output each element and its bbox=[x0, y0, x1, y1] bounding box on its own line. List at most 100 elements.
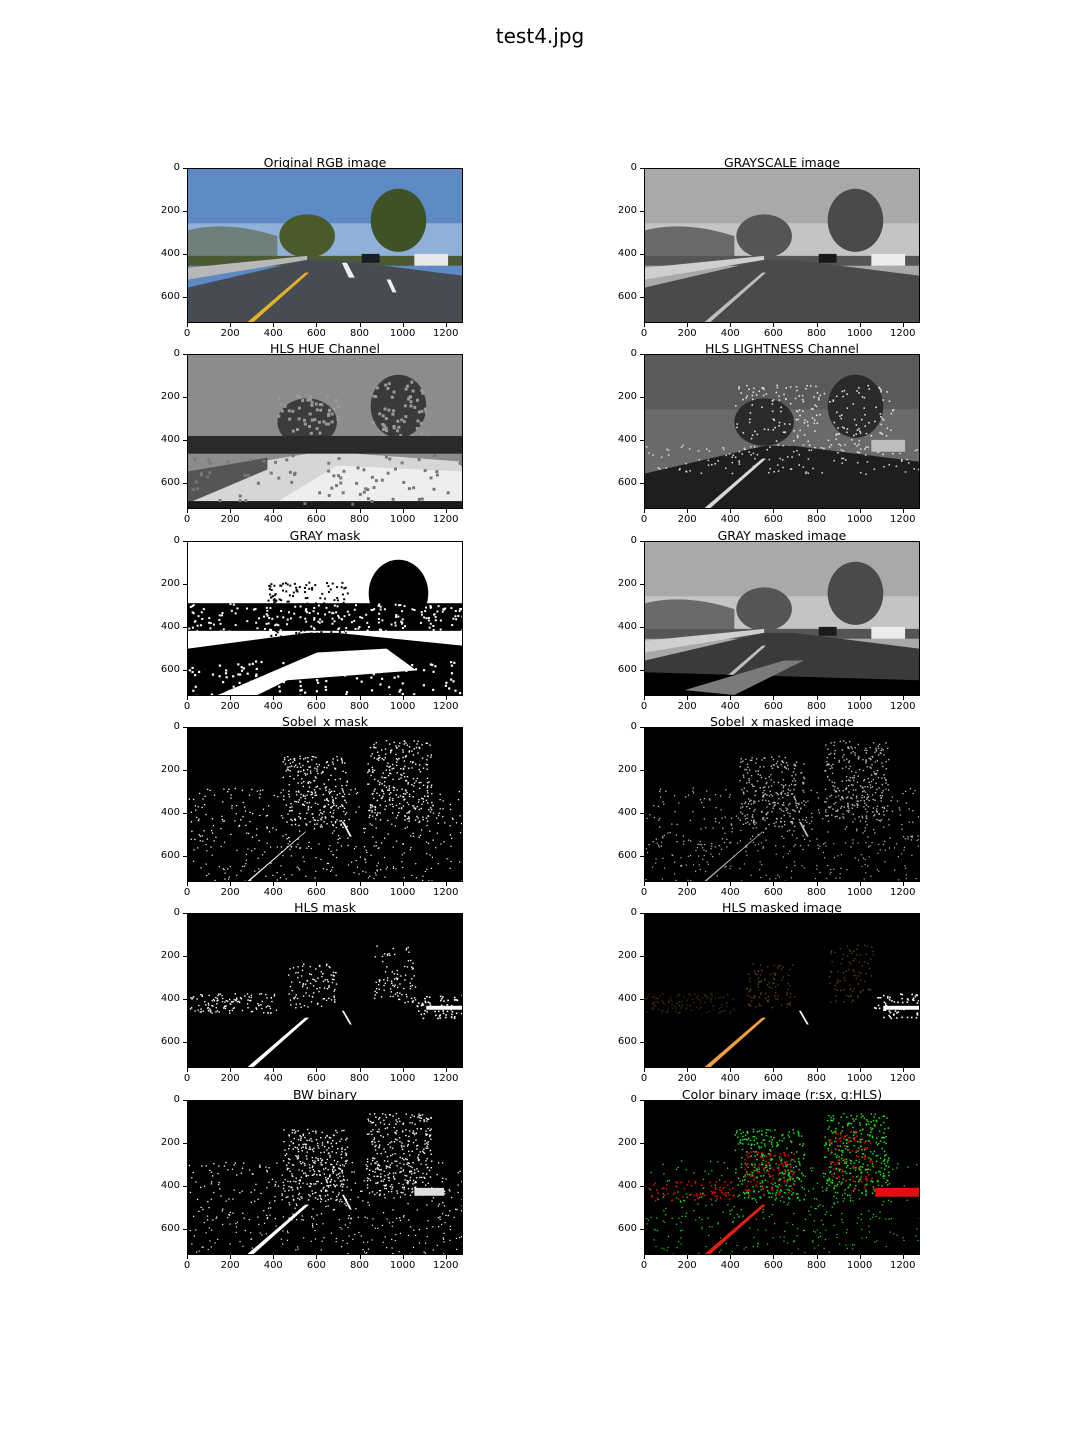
x-tick-label: 400 bbox=[253, 696, 293, 712]
subplot-title: HLS masked image bbox=[722, 900, 842, 915]
subplot-image bbox=[644, 727, 920, 882]
subplot-title: HLS LIGHTNESS Channel bbox=[704, 341, 860, 356]
x-tick-label: 800 bbox=[340, 696, 380, 712]
y-tick-label: 0 bbox=[144, 908, 187, 918]
y-tick-label: 400 bbox=[601, 808, 644, 818]
subplot-title: BW binary bbox=[293, 1087, 357, 1102]
x-tick-label: 0 bbox=[167, 696, 207, 712]
y-tick-label: 0 bbox=[144, 163, 187, 173]
subplot-light: HLS LIGHTNESS Channel 0 200 400 600 0 200 400 60… bbox=[601, 342, 921, 532]
y-tick-label: 200 bbox=[601, 579, 644, 589]
x-tick-label: 200 bbox=[210, 1255, 250, 1271]
y-tick-label: 0 bbox=[144, 349, 187, 359]
y-tick-label: 0 bbox=[144, 1095, 187, 1105]
x-tick-label: 600 bbox=[753, 1255, 793, 1271]
subplot-hlsmask: HLS mask 0 200 400 600 0 200 400 600 800 1000 1200 bbox=[144, 901, 464, 1091]
y-tick-label: 0 bbox=[601, 163, 644, 173]
x-tick-label: 0 bbox=[167, 509, 207, 525]
y-tick-label: 200 bbox=[601, 951, 644, 961]
y-tick-label: 0 bbox=[601, 908, 644, 918]
x-tick-label: 1000 bbox=[840, 882, 880, 898]
y-tick-label: 200 bbox=[601, 1138, 644, 1148]
subplot-title: Sobel_x masked image bbox=[710, 714, 854, 729]
x-tick-label: 200 bbox=[667, 882, 707, 898]
x-tick-label: 1000 bbox=[840, 509, 880, 525]
y-tick-label: 600 bbox=[144, 478, 187, 488]
y-tick-label: 200 bbox=[601, 206, 644, 216]
y-tick-label: 400 bbox=[601, 622, 644, 632]
x-tick-label: 1200 bbox=[426, 696, 466, 712]
x-tick-label: 800 bbox=[797, 323, 837, 339]
y-tick-label: 600 bbox=[144, 851, 187, 861]
x-tick-label: 200 bbox=[667, 696, 707, 712]
subplot-title: Sobel_x mask bbox=[282, 714, 368, 729]
subplot-image bbox=[644, 1100, 920, 1255]
y-tick-label: 0 bbox=[144, 722, 187, 732]
subplot-rgb: Original RGB image 0 200 400 600 0 200 400 600 80… bbox=[144, 156, 464, 346]
x-tick-label: 200 bbox=[667, 323, 707, 339]
y-tick-label: 400 bbox=[601, 435, 644, 445]
y-tick-label: 400 bbox=[144, 435, 187, 445]
subplot-image bbox=[187, 541, 463, 696]
x-tick-label: 0 bbox=[167, 323, 207, 339]
x-tick-label: 800 bbox=[340, 323, 380, 339]
x-tick-label: 600 bbox=[753, 509, 793, 525]
x-tick-label: 600 bbox=[296, 1255, 336, 1271]
y-tick-label: 200 bbox=[144, 951, 187, 961]
y-tick-label: 600 bbox=[601, 1037, 644, 1047]
x-tick-label: 1000 bbox=[383, 696, 423, 712]
x-tick-label: 1200 bbox=[426, 1068, 466, 1084]
subplot-image bbox=[644, 354, 920, 509]
x-tick-label: 1000 bbox=[383, 882, 423, 898]
x-tick-label: 400 bbox=[253, 882, 293, 898]
x-tick-label: 600 bbox=[753, 696, 793, 712]
x-tick-label: 0 bbox=[167, 1255, 207, 1271]
x-tick-label: 1000 bbox=[383, 509, 423, 525]
x-tick-label: 1200 bbox=[426, 882, 466, 898]
x-tick-label: 1200 bbox=[426, 1255, 466, 1271]
x-tick-label: 600 bbox=[296, 509, 336, 525]
x-tick-label: 0 bbox=[167, 1068, 207, 1084]
subplot-image bbox=[644, 913, 920, 1068]
subplot-hlsmasked: HLS masked image 0 200 400 600 0 200 400 600 800 1… bbox=[601, 901, 921, 1091]
x-tick-label: 0 bbox=[167, 882, 207, 898]
x-tick-label: 600 bbox=[753, 882, 793, 898]
x-tick-label: 200 bbox=[210, 882, 250, 898]
x-tick-label: 400 bbox=[253, 1068, 293, 1084]
y-tick-label: 200 bbox=[601, 765, 644, 775]
y-tick-label: 400 bbox=[144, 622, 187, 632]
x-tick-label: 600 bbox=[753, 323, 793, 339]
subplot-title: GRAY mask bbox=[289, 528, 361, 543]
x-tick-label: 1200 bbox=[883, 696, 923, 712]
y-tick-label: 400 bbox=[144, 994, 187, 1004]
x-tick-label: 800 bbox=[797, 696, 837, 712]
y-tick-label: 600 bbox=[144, 665, 187, 675]
x-tick-label: 1200 bbox=[426, 323, 466, 339]
x-tick-label: 800 bbox=[340, 882, 380, 898]
y-tick-label: 600 bbox=[144, 1037, 187, 1047]
x-tick-label: 200 bbox=[210, 509, 250, 525]
subplot-image bbox=[187, 168, 463, 323]
x-tick-label: 200 bbox=[667, 509, 707, 525]
x-tick-label: 1000 bbox=[840, 323, 880, 339]
x-tick-label: 200 bbox=[667, 1068, 707, 1084]
x-tick-label: 600 bbox=[753, 1068, 793, 1084]
x-tick-label: 400 bbox=[710, 509, 750, 525]
subplot-image bbox=[187, 727, 463, 882]
figure-title: test4.jpg bbox=[495, 24, 585, 48]
x-tick-label: 0 bbox=[624, 696, 664, 712]
subplot-bw: BW binary 0 200 400 600 0 200 400 600 800 1000 1200 bbox=[144, 1088, 464, 1278]
subplot-title: Color binary image (r:sx, g:HLS) bbox=[681, 1087, 883, 1102]
x-tick-label: 800 bbox=[797, 509, 837, 525]
y-tick-label: 0 bbox=[601, 536, 644, 546]
y-tick-label: 0 bbox=[601, 722, 644, 732]
x-tick-label: 1000 bbox=[383, 323, 423, 339]
x-tick-label: 400 bbox=[253, 1255, 293, 1271]
y-tick-label: 200 bbox=[144, 392, 187, 402]
y-tick-label: 400 bbox=[144, 249, 187, 259]
x-tick-label: 600 bbox=[296, 323, 336, 339]
x-tick-label: 0 bbox=[624, 323, 664, 339]
x-tick-label: 400 bbox=[710, 1068, 750, 1084]
x-tick-label: 600 bbox=[296, 882, 336, 898]
x-tick-label: 200 bbox=[210, 696, 250, 712]
